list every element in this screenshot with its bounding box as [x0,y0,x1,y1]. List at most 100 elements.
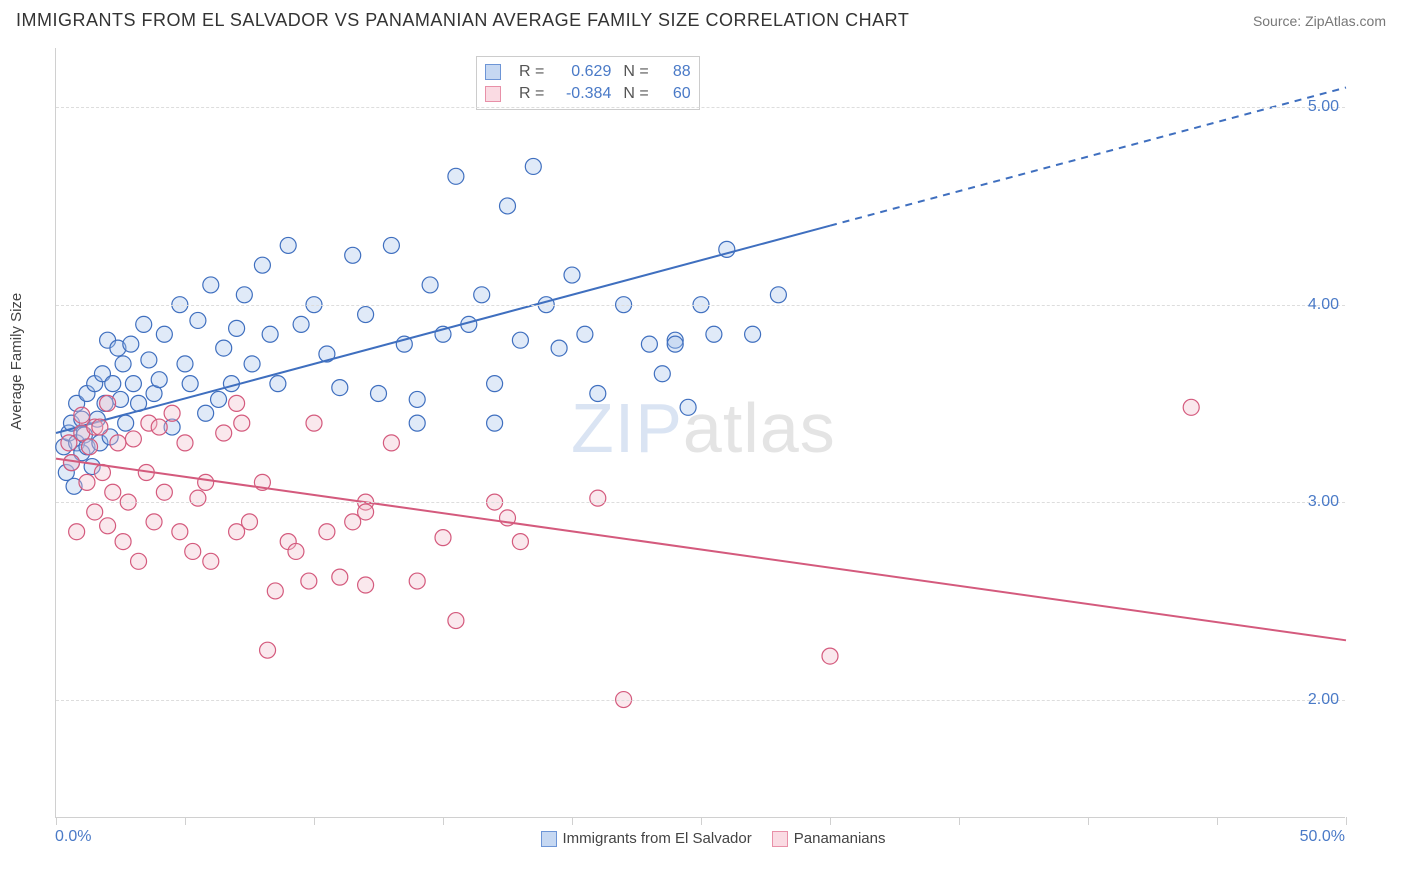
data-point [590,490,606,506]
data-point [115,534,131,550]
data-point [409,573,425,589]
data-point [156,484,172,500]
legend-series-label: Immigrants from El Salvador [563,830,752,847]
data-point [822,648,838,664]
data-point [306,415,322,431]
data-point [270,376,286,392]
data-point [487,415,503,431]
data-point [105,484,121,500]
data-point [172,524,188,540]
data-point [422,277,438,293]
data-point [262,326,278,342]
stats-legend-row: R =0.629N =88 [485,61,691,83]
data-point [435,530,451,546]
data-point [203,553,219,569]
stat-r-label: R = [519,63,544,81]
data-point [301,573,317,589]
data-point [190,490,206,506]
data-point [131,553,147,569]
data-point [409,391,425,407]
data-point [244,356,260,372]
data-point [332,569,348,585]
data-point [229,320,245,336]
y-tick-label: 5.00 [1308,98,1339,116]
stat-n-label: N = [623,85,648,103]
data-point [512,534,528,550]
data-point [125,431,141,447]
x-tick [572,817,573,825]
data-point [151,419,167,435]
gridline [56,502,1345,503]
data-point [190,312,206,328]
gridline [56,305,1345,306]
scatter-svg [56,48,1345,817]
data-point [115,356,131,372]
data-point [216,340,232,356]
data-point [345,514,361,530]
y-axis-label: Average Family Size [8,293,25,430]
data-point [234,415,250,431]
data-point [151,372,167,388]
data-point [216,425,232,441]
plot-area: ZIPatlas R =0.629N =88R =-0.384N =60 2.0… [55,48,1345,818]
data-point [74,407,90,423]
data-point [551,340,567,356]
data-point [680,399,696,415]
data-point [564,267,580,283]
stats-legend-row: R =-0.384N =60 [485,83,691,105]
data-point [525,158,541,174]
data-point [448,168,464,184]
data-point [1183,399,1199,415]
data-point [577,326,593,342]
x-tick [56,817,57,825]
data-point [332,380,348,396]
stats-legend: R =0.629N =88R =-0.384N =60 [476,56,700,110]
data-point [260,642,276,658]
data-point [706,326,722,342]
legend-series-label: Panamanians [794,830,886,847]
x-tick [443,817,444,825]
data-point [293,316,309,332]
data-point [182,376,198,392]
stat-n-label: N = [623,63,648,81]
data-point [185,543,201,559]
stat-n-value: 88 [661,63,691,81]
data-point [100,395,116,411]
x-tick [830,817,831,825]
y-tick-label: 2.00 [1308,691,1339,709]
data-point [118,415,134,431]
x-tick [185,817,186,825]
source-attribution: Source: ZipAtlas.com [1253,13,1386,29]
data-point [371,386,387,402]
x-tick [1217,817,1218,825]
gridline [56,700,1345,701]
data-point [487,376,503,392]
x-tick [314,817,315,825]
data-point [254,257,270,273]
y-tick-label: 4.00 [1308,296,1339,314]
data-point [203,277,219,293]
data-point [156,326,172,342]
data-point [654,366,670,382]
data-point [448,613,464,629]
x-tick [1088,817,1089,825]
stat-r-value: -0.384 [556,85,611,103]
data-point [667,336,683,352]
data-point [512,332,528,348]
data-point [358,307,374,323]
data-point [500,198,516,214]
data-point [125,376,141,392]
series-legend: Immigrants from El Salvador Panamanians [0,830,1406,847]
data-point [288,543,304,559]
data-point [177,435,193,451]
data-point [770,287,786,303]
legend-swatch [772,831,788,847]
data-point [409,415,425,431]
data-point [236,287,252,303]
data-point [745,326,761,342]
data-point [383,435,399,451]
x-tick [701,817,702,825]
data-point [123,336,139,352]
data-point [69,524,85,540]
regression-line [56,459,1346,641]
